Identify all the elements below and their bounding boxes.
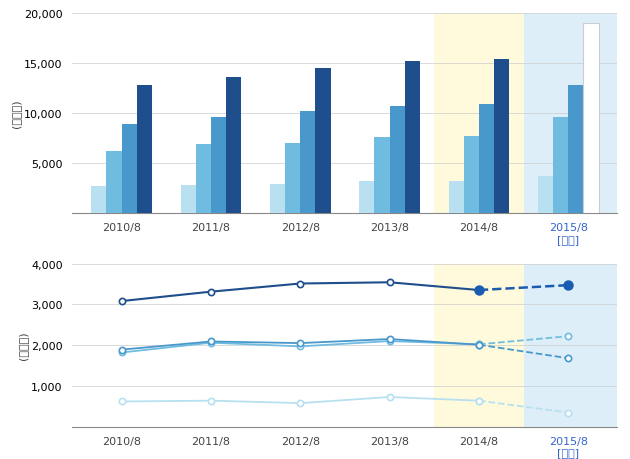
Bar [553, 118, 568, 213]
Bar [538, 177, 553, 213]
Bar [389, 106, 405, 213]
Bar [196, 145, 211, 213]
Bar [270, 185, 285, 213]
Bar [226, 78, 241, 213]
Bar [479, 105, 494, 213]
Bar [301, 112, 316, 213]
Bar [434, 14, 524, 213]
Legend: 第１四半期, 第２四半期, 第３四半期, 通期, 予想: 第１四半期, 第２四半期, 第３四半期, 通期, 予想 [198, 263, 448, 282]
Bar [181, 185, 196, 213]
Bar [106, 151, 122, 213]
Bar [583, 24, 598, 213]
Bar [211, 118, 226, 213]
Bar [568, 86, 583, 213]
Bar [524, 264, 630, 427]
Bar [405, 62, 420, 213]
Bar [316, 69, 331, 213]
Bar [359, 181, 374, 213]
Y-axis label: (百万円): (百万円) [11, 99, 21, 128]
Y-axis label: (百万円): (百万円) [18, 331, 28, 360]
Bar [524, 14, 630, 213]
Bar [464, 137, 479, 213]
Bar [122, 124, 137, 213]
Bar [434, 264, 524, 427]
Bar [285, 144, 301, 213]
Bar [494, 60, 509, 213]
Bar [137, 86, 152, 213]
Bar [374, 138, 389, 213]
Bar [91, 186, 106, 213]
Bar [449, 181, 464, 213]
